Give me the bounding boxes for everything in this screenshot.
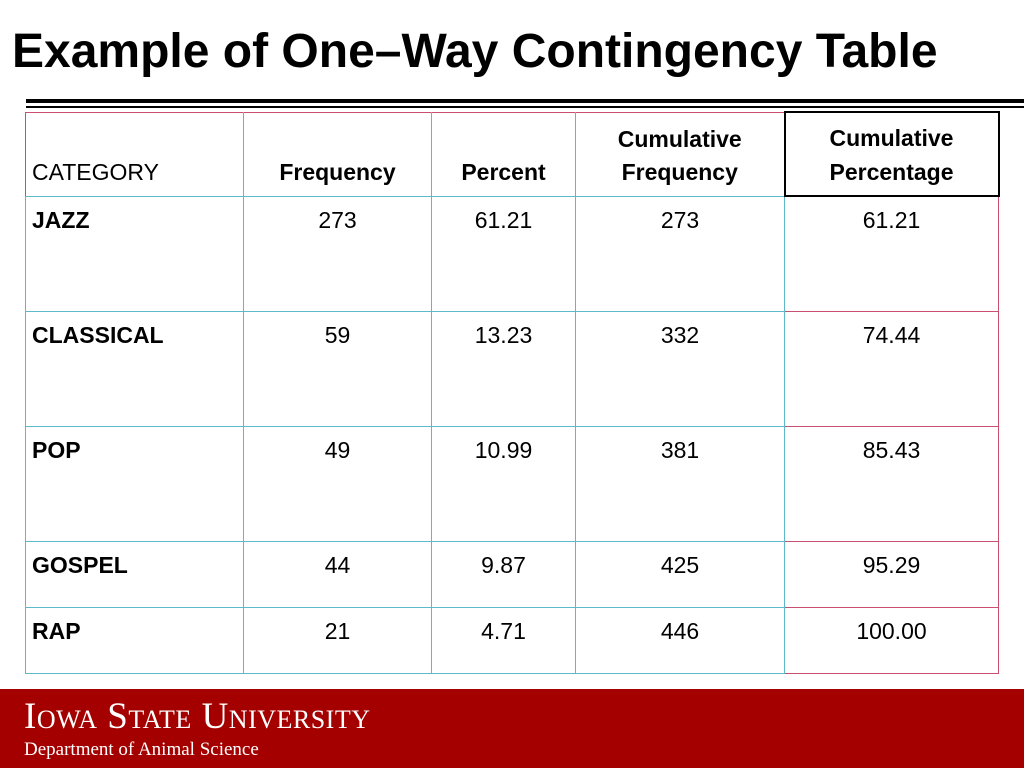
title-rule-thin bbox=[26, 106, 1024, 108]
header-cumulative-frequency-line2: Frequency bbox=[621, 159, 738, 186]
header-cumulative-percentage-line1: Cumulative bbox=[829, 125, 954, 152]
cell-percent: 61.21 bbox=[431, 196, 576, 312]
cell-category: CLASSICAL bbox=[25, 311, 244, 427]
slide-title: Example of One–Way Contingency Table bbox=[12, 25, 938, 78]
table-row: CLASSICAL 59 13.23 332 74.44 bbox=[25, 311, 999, 427]
cell-percent: 10.99 bbox=[431, 426, 576, 542]
cell-cumulative-frequency: 381 bbox=[575, 426, 785, 542]
header-frequency: Frequency bbox=[243, 111, 432, 197]
cell-percent: 13.23 bbox=[431, 311, 576, 427]
cell-frequency: 21 bbox=[243, 607, 432, 674]
header-cumulative-frequency-line1: Cumulative bbox=[617, 125, 742, 152]
cell-cumulative-percentage: 85.43 bbox=[784, 426, 999, 542]
cell-cumulative-frequency: 332 bbox=[575, 311, 785, 427]
header-row: CATEGORY Frequency Percent Cumulative Fr… bbox=[25, 111, 1000, 197]
header-percent: Percent bbox=[431, 111, 576, 197]
cell-cumulative-percentage: 100.00 bbox=[784, 607, 999, 674]
cell-cumulative-percentage: 74.44 bbox=[784, 311, 999, 427]
cell-category: RAP bbox=[25, 607, 244, 674]
header-cumulative-frequency: Cumulative Frequency bbox=[575, 111, 785, 197]
cell-percent: 9.87 bbox=[431, 541, 576, 608]
table-row: RAP 21 4.71 446 100.00 bbox=[25, 607, 999, 674]
header-category: CATEGORY bbox=[25, 111, 244, 197]
cell-category: JAZZ bbox=[25, 196, 244, 312]
table-row: JAZZ 273 61.21 273 61.21 bbox=[25, 196, 999, 312]
cell-category: POP bbox=[25, 426, 244, 542]
header-cumulative-percentage-line2: Percentage bbox=[829, 158, 954, 185]
title-rule-thick bbox=[26, 99, 1024, 103]
footer-bar: Iowa State University Department of Anim… bbox=[0, 689, 1024, 768]
header-cumulative-percentage: Cumulative Percentage bbox=[783, 111, 1000, 197]
cell-percent: 4.71 bbox=[431, 607, 576, 674]
contingency-table: CATEGORY Frequency Percent Cumulative Fr… bbox=[25, 111, 1000, 674]
table-row: GOSPEL 44 9.87 425 95.29 bbox=[25, 541, 999, 608]
cell-frequency: 44 bbox=[243, 541, 432, 608]
cell-frequency: 273 bbox=[243, 196, 432, 312]
cell-cumulative-percentage: 95.29 bbox=[784, 541, 999, 608]
department-name: Department of Animal Science bbox=[24, 739, 259, 760]
contingency-table-wrap: CATEGORY Frequency Percent Cumulative Fr… bbox=[25, 111, 1000, 674]
cell-frequency: 49 bbox=[243, 426, 432, 542]
cell-category: GOSPEL bbox=[25, 541, 244, 608]
cell-cumulative-frequency: 273 bbox=[575, 196, 785, 312]
cell-cumulative-percentage: 61.21 bbox=[784, 196, 999, 312]
cell-cumulative-frequency: 425 bbox=[575, 541, 785, 608]
cell-cumulative-frequency: 446 bbox=[575, 607, 785, 674]
university-wordmark: Iowa State University bbox=[24, 696, 371, 737]
cell-frequency: 59 bbox=[243, 311, 432, 427]
table-row: POP 49 10.99 381 85.43 bbox=[25, 426, 999, 542]
